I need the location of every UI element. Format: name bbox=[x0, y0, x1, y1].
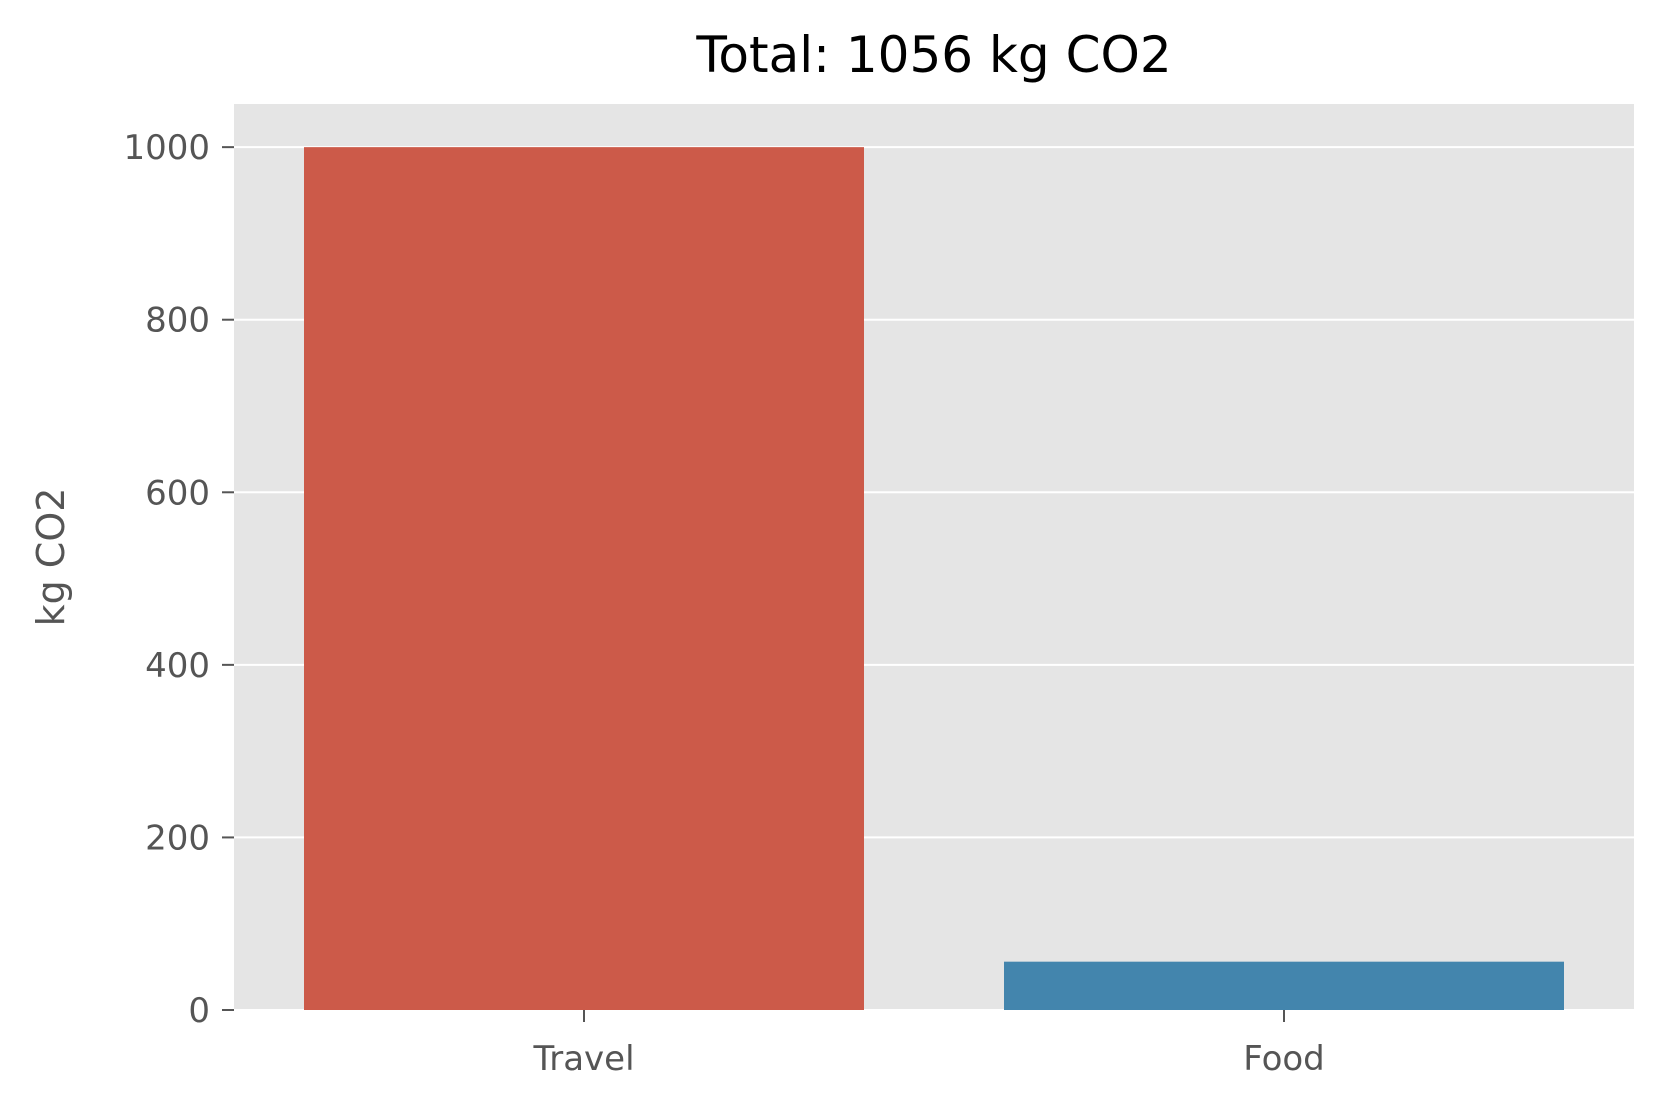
chart-title: Total: 1056 kg CO2 bbox=[695, 26, 1171, 84]
bar-food bbox=[1004, 961, 1564, 1010]
y-axis-label: kg CO2 bbox=[29, 488, 73, 627]
bars bbox=[304, 147, 1564, 1011]
y-tick-label: 1000 bbox=[123, 128, 210, 168]
y-tick-label: 800 bbox=[145, 301, 210, 341]
x-tick-label: Travel bbox=[532, 1039, 634, 1079]
y-tick-label: 400 bbox=[145, 646, 210, 686]
x-axis: Travel Food bbox=[532, 1010, 1325, 1079]
bar-travel bbox=[304, 147, 864, 1011]
y-axis: 0 200 400 600 800 1000 bbox=[123, 128, 234, 1031]
y-tick-label: 600 bbox=[145, 473, 210, 513]
x-tick-label: Food bbox=[1243, 1039, 1325, 1079]
y-tick-label: 0 bbox=[188, 991, 210, 1031]
y-tick-label: 200 bbox=[145, 818, 210, 858]
